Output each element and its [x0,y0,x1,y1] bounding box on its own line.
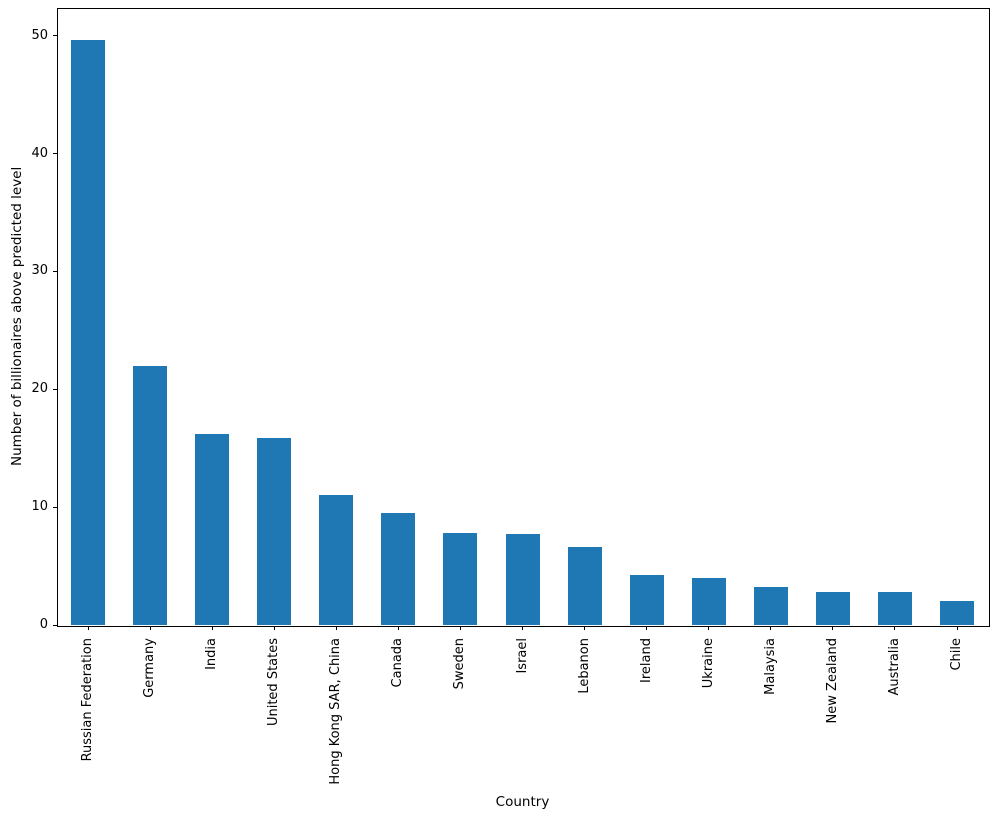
x-tick-label-australia: Australia [886,638,902,696]
x-tick-label-new-zealand: New Zealand [824,638,840,724]
y-tick-mark [53,624,57,626]
x-tick-mark [149,626,151,630]
x-tick-label-lebanon: Lebanon [576,638,592,694]
x-tick-label-germany: Germany [142,638,158,698]
x-tick-mark [708,626,710,630]
x-tick-mark [273,626,275,630]
x-tick-label-canada: Canada [390,638,406,688]
y-tick-label-0: 0 [39,617,48,632]
y-tick-mark [53,506,57,508]
x-tick-label-ireland: Ireland [638,638,654,683]
x-tick-label-israel: Israel [514,638,530,674]
x-tick-mark [87,626,89,630]
x-tick-label-malaysia: Malaysia [762,638,778,695]
bar-united-states [257,438,292,625]
y-tick-label-50: 50 [31,27,48,43]
y-tick-label-30: 30 [31,263,48,279]
y-tick-mark [53,270,57,272]
x-tick-mark [211,626,213,630]
x-tick-label-sweden: Sweden [452,638,468,690]
bar-malaysia [753,587,788,625]
y-tick-label-20: 20 [31,381,48,397]
x-tick-label-ukraine: Ukraine [700,638,716,689]
x-tick-mark [770,626,772,630]
bar-canada [381,513,416,625]
x-tick-mark [459,626,461,630]
x-tick-mark [832,626,834,630]
bar-ireland [629,575,664,625]
y-tick-label-40: 40 [31,145,48,161]
x-tick-mark [584,626,586,630]
x-tick-mark [894,626,896,630]
x-tick-label-united-states: United States [266,638,282,727]
bar-israel [505,534,540,625]
y-tick-mark [53,388,57,390]
y-axis-title: Number of billionaires above predicted l… [9,166,25,467]
x-tick-label-russian-federation: Russian Federation [80,638,95,762]
bar-russian-federation [71,40,105,625]
x-tick-mark [335,626,337,630]
x-tick-label-chile: Chile [949,638,964,671]
bar-new-zealand [815,592,850,625]
y-tick-mark [53,35,57,37]
bar-india [195,434,230,625]
bar-hong-kong-sar-china [319,495,354,625]
x-tick-label-india: India [204,638,220,670]
bar-chile [940,601,974,625]
x-tick-mark [646,626,648,630]
bar-ukraine [691,578,726,625]
y-tick-mark [53,153,57,155]
y-tick-label-10: 10 [31,499,48,515]
x-tick-mark [397,626,399,630]
bar-australia [877,592,912,625]
bar-sweden [443,533,478,625]
x-tick-label-hong-kong-sar-china: Hong Kong SAR, China [328,638,344,785]
x-axis-title: Country [495,794,550,810]
bar-germany [133,366,168,625]
x-tick-mark [522,626,523,630]
x-tick-mark [956,626,958,630]
bar-lebanon [567,547,602,625]
